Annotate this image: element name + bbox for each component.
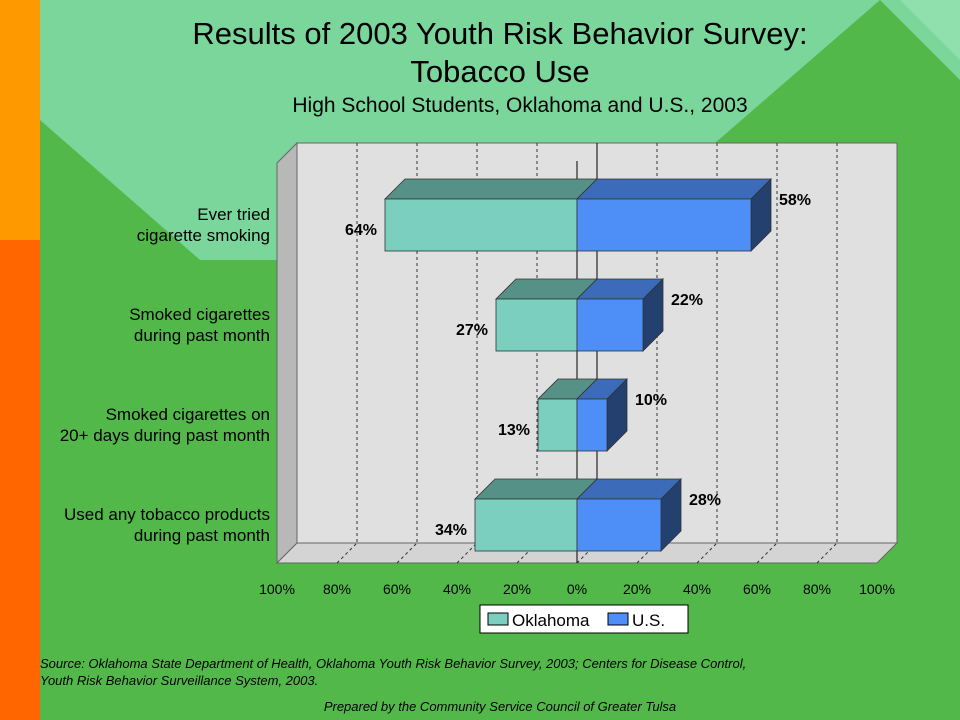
oklahoma-data-label: 64% bbox=[345, 222, 377, 239]
x-tick-label: 40% bbox=[683, 581, 711, 597]
gridline-floor bbox=[756, 542, 778, 564]
prepared-by: Prepared by the Community Service Counci… bbox=[323, 699, 677, 714]
category-label-line: during past month bbox=[133, 526, 270, 545]
orange-stripe-top bbox=[0, 0, 40, 240]
category-label-line: during past month bbox=[133, 326, 270, 345]
us-data-label: 22% bbox=[671, 292, 703, 309]
category-label-line: Used any tobacco products bbox=[63, 505, 270, 524]
chart-subtitle: High School Students, Oklahoma and U.S.,… bbox=[292, 94, 748, 117]
us-data-label: 58% bbox=[779, 192, 811, 209]
category-label: Smoked cigarettes on 20+ days during past… bbox=[60, 404, 270, 446]
orange-stripe-bottom bbox=[0, 240, 40, 720]
x-tick-label: 20% bbox=[503, 581, 531, 597]
gridline-floor bbox=[396, 542, 418, 564]
oklahoma-bar bbox=[537, 398, 578, 452]
oklahoma-bar-top bbox=[474, 478, 598, 500]
x-tick-label: 60% bbox=[383, 581, 411, 597]
us-bar bbox=[576, 198, 752, 252]
gridline-floor bbox=[696, 542, 718, 564]
chart-title: Results of 2003 Youth Risk Behavior Surv… bbox=[192, 16, 808, 51]
category-label: Used any tobacco products during past mon… bbox=[64, 504, 270, 546]
x-tick-label: 60% bbox=[743, 581, 771, 597]
x-tick-label: 20% bbox=[623, 581, 651, 597]
category-label-line: cigarette smoking bbox=[136, 226, 270, 245]
gridline-floor bbox=[636, 542, 658, 564]
legend-label-us: U.S. bbox=[632, 611, 665, 630]
x-tick-label: 100% bbox=[259, 581, 295, 597]
oklahoma-bar-top bbox=[384, 178, 598, 200]
gridline-floor bbox=[576, 542, 598, 564]
us-data-label: 28% bbox=[689, 492, 721, 509]
x-tick-label: 0% bbox=[567, 581, 587, 597]
oklahoma-bar bbox=[384, 198, 578, 252]
legend-box bbox=[479, 604, 689, 634]
category-label-line: Smoked cigarettes bbox=[129, 305, 270, 324]
gridline-floor bbox=[336, 542, 358, 564]
us-data-label: 10% bbox=[635, 392, 667, 409]
us-bar bbox=[576, 298, 644, 352]
gridline-floor bbox=[516, 542, 538, 564]
legend-swatch-us bbox=[607, 612, 629, 626]
legend-label-oklahoma: Oklahoma bbox=[512, 611, 590, 630]
x-tick-label: 80% bbox=[323, 581, 351, 597]
us-bar bbox=[576, 398, 608, 452]
oklahoma-data-label: 34% bbox=[435, 522, 467, 539]
category-label-line: Smoked cigarettes on bbox=[105, 405, 270, 424]
category-label-line: 20+ days during past month bbox=[59, 426, 270, 445]
chart-title-line2: Tobacco Use bbox=[410, 54, 590, 89]
plot-side-wall bbox=[276, 141, 298, 565]
source-line-1: Source: Oklahoma State Department of Hea… bbox=[40, 656, 747, 671]
oklahoma-bar bbox=[474, 498, 578, 552]
x-tick-label: 100% bbox=[859, 581, 895, 597]
category-label: Ever tried cigarette smoking bbox=[137, 204, 270, 246]
us-bar bbox=[576, 498, 662, 552]
gridline-floor bbox=[456, 542, 478, 564]
gridline-floor bbox=[816, 542, 838, 564]
x-tick-label: 80% bbox=[803, 581, 831, 597]
x-tick-label: 40% bbox=[443, 581, 471, 597]
legend-swatch-oklahoma bbox=[487, 612, 509, 626]
category-label: Smoked cigarettes during past month bbox=[129, 304, 270, 346]
oklahoma-data-label: 13% bbox=[498, 422, 530, 439]
source-line-2: Youth Risk Behavior Surveillance System,… bbox=[40, 673, 319, 688]
us-bar-top bbox=[576, 178, 772, 200]
category-label-line: Ever tried bbox=[197, 205, 270, 224]
oklahoma-bar bbox=[495, 298, 578, 352]
oklahoma-data-label: 27% bbox=[456, 322, 488, 339]
